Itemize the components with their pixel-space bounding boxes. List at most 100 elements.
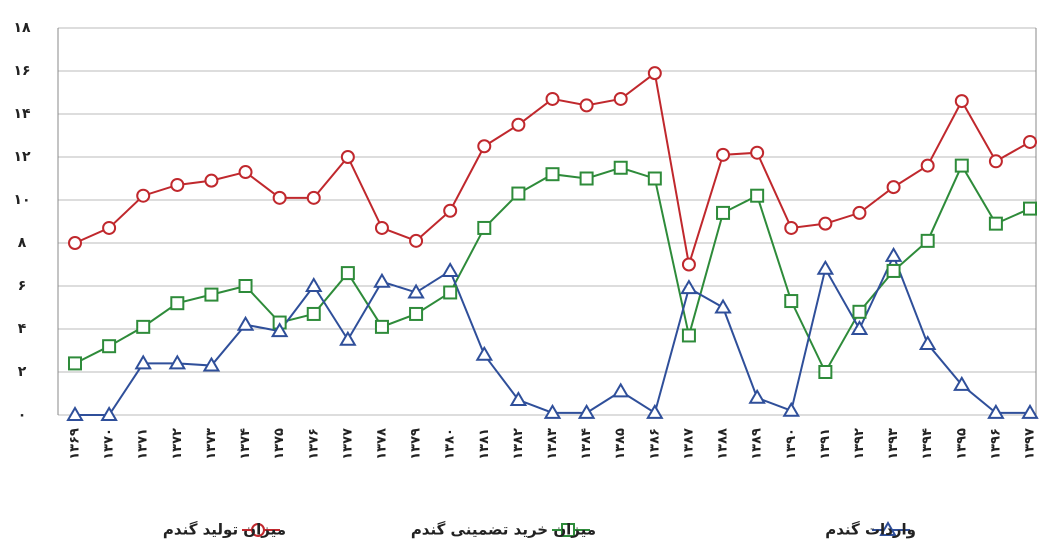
- x-tick-label: ۱۳۸۸: [716, 428, 731, 460]
- legend-item: میزان خرید تضمینی گندم: [411, 521, 596, 539]
- marker: [340, 150, 355, 164]
- marker: [270, 322, 289, 338]
- y-tick-label: ۱۶: [13, 63, 30, 79]
- marker: [680, 279, 698, 295]
- marker: [920, 233, 935, 248]
- marker: [102, 220, 117, 235]
- x-tick-label: ۱۳۷۱: [136, 428, 151, 460]
- marker: [647, 66, 662, 81]
- x-tick-label: ۱۳۸۳: [545, 428, 560, 460]
- y-tick-label: ۴: [18, 321, 27, 337]
- marker: [647, 171, 662, 186]
- y-tick-label: ۱۴: [13, 106, 31, 122]
- marker: [339, 330, 357, 346]
- marker: [1021, 403, 1039, 419]
- marker: [987, 403, 1005, 419]
- marker: [443, 285, 458, 300]
- x-tick-label: ۱۳۶۹: [68, 428, 83, 460]
- x-tick-label: ۱۳۷۶: [306, 428, 321, 460]
- marker: [988, 154, 1003, 169]
- legend-label: میزان خرید تضمینی گندم: [411, 521, 596, 539]
- marker: [879, 521, 897, 536]
- marker: [202, 356, 221, 372]
- marker: [340, 266, 355, 281]
- marker: [852, 304, 867, 319]
- marker: [545, 167, 560, 182]
- marker: [543, 403, 562, 419]
- marker: [988, 216, 1003, 231]
- legend-label: میزان تولید گندم: [163, 521, 286, 539]
- marker: [784, 294, 799, 309]
- marker: [611, 382, 630, 398]
- marker: [68, 356, 82, 371]
- x-tick-label: ۱۳۷۸: [374, 428, 389, 460]
- y-tick-label: ۲: [18, 364, 27, 380]
- marker: [100, 406, 118, 421]
- marker: [579, 171, 594, 186]
- marker: [681, 328, 696, 343]
- x-tick-label: ۱۳۹۶: [988, 428, 1003, 460]
- marker: [613, 160, 628, 175]
- x-tick-label: ۱۳۷۴: [238, 428, 253, 460]
- marker: [441, 261, 459, 277]
- marker: [818, 365, 833, 379]
- x-tick-label: ۱۳۹۱: [818, 428, 833, 460]
- marker: [170, 296, 185, 311]
- marker: [373, 272, 391, 288]
- marker: [1023, 201, 1037, 216]
- marker: [954, 94, 969, 109]
- marker: [577, 403, 596, 419]
- y-tick-label: ۱۸: [13, 20, 31, 36]
- x-tick-label: ۱۳۸۲: [511, 428, 526, 460]
- marker: [750, 145, 765, 160]
- x-tick-label: ۱۳۸۵: [613, 428, 628, 460]
- marker: [716, 205, 731, 220]
- marker: [511, 117, 526, 132]
- marker: [750, 188, 765, 203]
- marker: [305, 277, 323, 292]
- x-tick-label: ۱۳۹۷: [1023, 428, 1038, 460]
- marker: [646, 403, 664, 419]
- marker: [272, 190, 287, 205]
- marker: [954, 158, 969, 173]
- y-tick-label: ۰: [18, 407, 27, 423]
- x-tick-label: ۱۳۸۶: [647, 428, 662, 460]
- marker: [168, 354, 187, 370]
- marker: [681, 257, 696, 272]
- x-tick-label: ۱۳۷۹: [409, 428, 424, 460]
- marker: [613, 91, 628, 106]
- marker: [409, 306, 424, 321]
- marker: [1023, 134, 1037, 149]
- marker: [477, 139, 492, 154]
- marker: [850, 320, 869, 335]
- marker: [477, 220, 492, 235]
- x-tick-label: ۱۳۸۴: [579, 428, 594, 460]
- marker: [816, 259, 835, 275]
- marker: [545, 91, 560, 106]
- x-tick-label: ۱۳۸۰: [443, 428, 458, 460]
- x-tick-label: ۱۳۹۰: [784, 428, 799, 460]
- x-tick-label: ۱۳۹۳: [886, 428, 901, 460]
- marker: [102, 339, 117, 354]
- marker: [136, 319, 151, 334]
- marker: [251, 523, 265, 537]
- legend-item: واردات گندم: [825, 521, 916, 539]
- marker: [236, 315, 255, 331]
- x-tick-label: ۱۳۷۰: [102, 428, 117, 460]
- marker: [886, 263, 901, 278]
- marker: [238, 165, 253, 180]
- x-tick-label: ۱۳۸۹: [750, 428, 765, 460]
- marker: [716, 147, 731, 162]
- x-tick-label: ۱۳۷۲: [170, 428, 185, 460]
- y-tick-label: ۱۲: [13, 149, 31, 165]
- marker: [561, 523, 575, 537]
- marker: [511, 186, 526, 201]
- marker: [784, 220, 799, 235]
- marker: [409, 233, 424, 248]
- marker: [66, 406, 84, 421]
- marker: [238, 279, 253, 293]
- marker: [748, 388, 766, 404]
- marker: [579, 98, 594, 113]
- marker: [68, 236, 82, 250]
